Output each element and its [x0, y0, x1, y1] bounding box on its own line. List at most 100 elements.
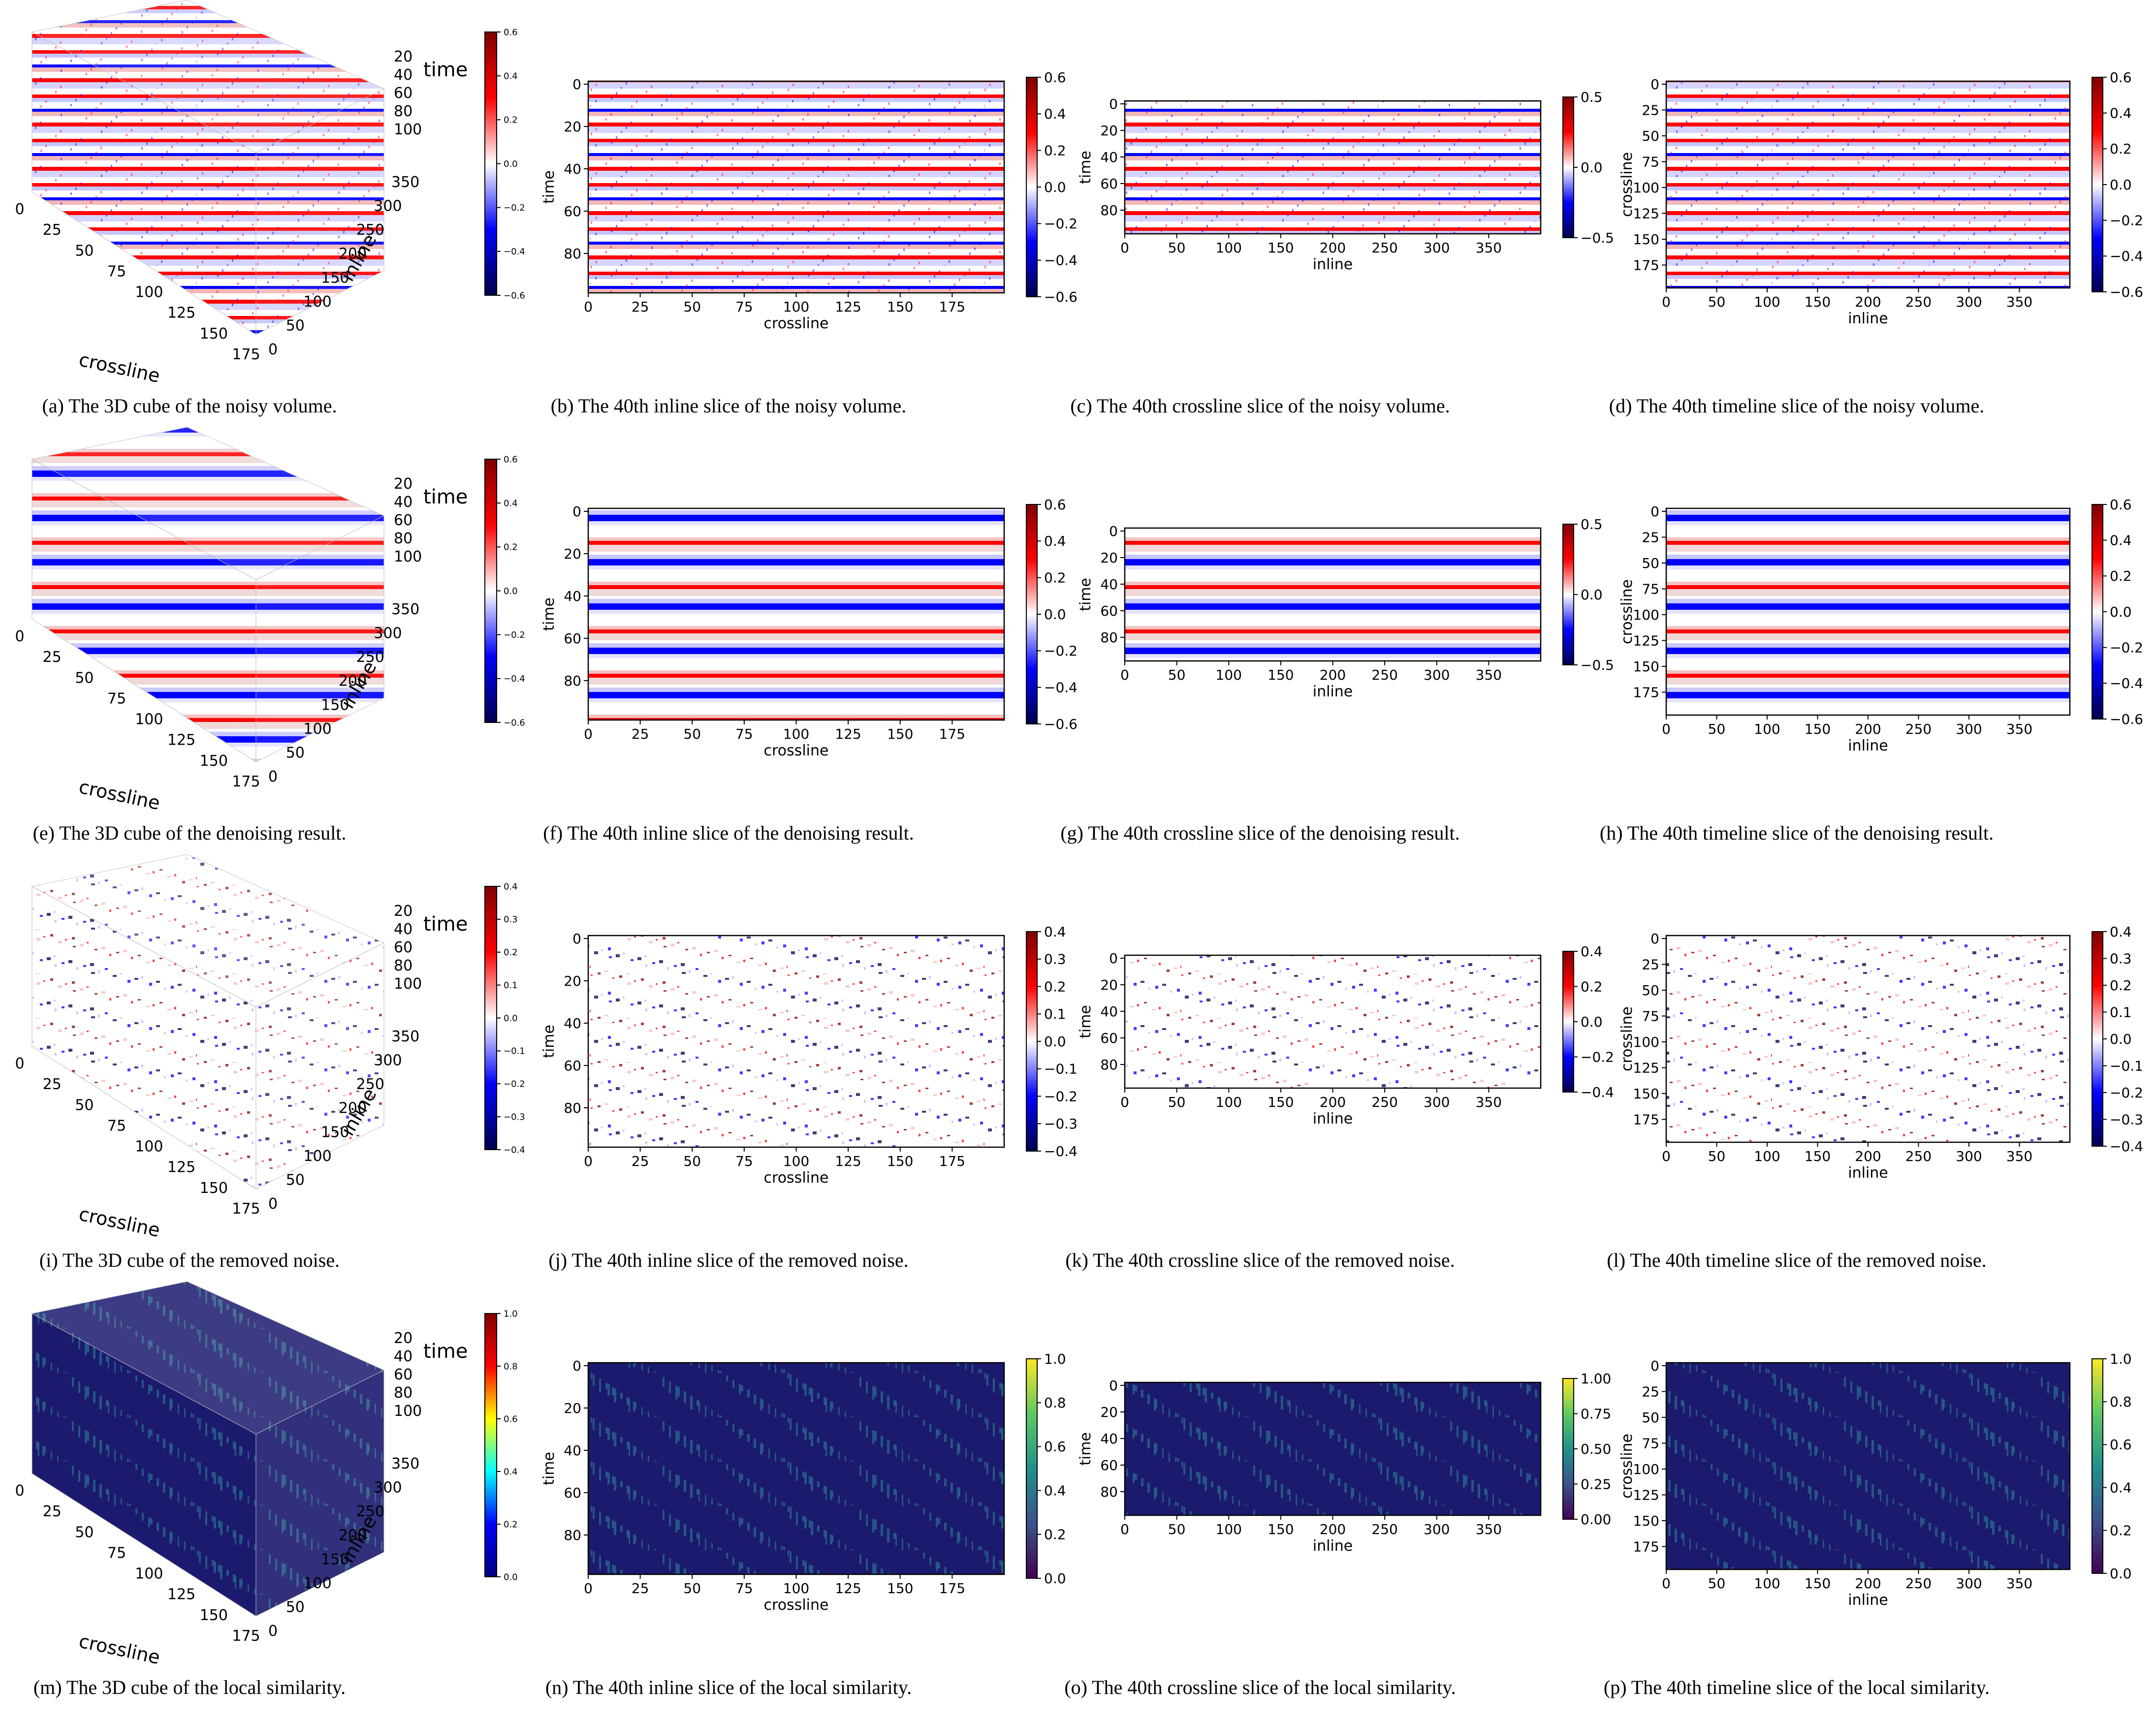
- cube-z-tick-label: 40: [394, 494, 412, 511]
- y-tick-label: 150: [1633, 1513, 1659, 1529]
- cube-z-tick-label: 100: [394, 1403, 422, 1420]
- x-tick-label: 350: [1476, 1521, 1502, 1537]
- y-tick-label: 20: [564, 546, 581, 562]
- subfigure-caption: (g) The 40th crossline slice of the deno…: [1060, 822, 1459, 844]
- colorbar-tick-label: −0.5: [1581, 657, 1614, 673]
- x-tick-label: 200: [1855, 1148, 1881, 1164]
- cube-z-tick-label: 40: [394, 66, 412, 84]
- colorbar-tick-label: 0.0: [1581, 159, 1603, 176]
- y-axis-label: time: [1077, 578, 1094, 611]
- colorbar-tick-label: −0.2: [2110, 1085, 2143, 1101]
- x-tick-label: 350: [2006, 1575, 2032, 1592]
- cube-x-tick-label: 100: [135, 284, 163, 301]
- y-tick-label: 40: [564, 1442, 581, 1459]
- x-tick-label: 75: [735, 299, 753, 315]
- x-tick-label: 0: [1120, 1094, 1129, 1110]
- y-tick-label: 100: [1633, 607, 1659, 623]
- x-tick-label: 25: [632, 1580, 649, 1596]
- y-tick-label: 0: [1109, 523, 1118, 539]
- cube-y-tick-label: 300: [374, 1052, 402, 1069]
- colorbar-tick-label: −0.4: [2110, 248, 2143, 264]
- cube-x-tick-label: 50: [75, 669, 94, 687]
- colorbar-tick-label: 0.0: [1581, 1014, 1603, 1030]
- cube-y-tick-label: 0: [268, 1623, 278, 1640]
- inline-slice-panel: 0 25 50 75 100 125 150 175 0 20 40 60 80 crossline tim…: [540, 497, 1078, 759]
- colorbar-tick-label: 0.0: [1044, 1570, 1066, 1587]
- x-tick-label: 150: [1268, 667, 1294, 683]
- x-tick-label: 0: [584, 299, 593, 315]
- colorbar-tick-label: 0.1: [1044, 1006, 1066, 1022]
- cube-x-tick-label: 0: [15, 628, 24, 645]
- y-tick-label: 25: [1642, 1384, 1659, 1400]
- colorbar-tick-label: 0.4: [1044, 924, 1066, 940]
- x-tick-label: 300: [1424, 240, 1450, 256]
- x-tick-label: 50: [1708, 1575, 1726, 1592]
- colorbar-tick-label: 0.0: [504, 586, 518, 596]
- colorbar-tick-label: 0.0: [2110, 1565, 2132, 1582]
- colorbar-tick-label: 0.2: [504, 947, 518, 958]
- x-axis-label: crossline: [764, 1169, 829, 1187]
- colorbar-tick-label: 0.3: [1044, 951, 1066, 968]
- x-tick-label: 150: [1805, 721, 1831, 737]
- cube-side-face: [255, 1370, 384, 1617]
- cube-y-tick-label: 250: [356, 649, 384, 666]
- cube-side-face: [255, 942, 384, 1189]
- cube-y-tick-label: 350: [391, 1455, 419, 1472]
- y-tick-label: 60: [1100, 1457, 1118, 1473]
- colorbar-tick-label: 0.0: [504, 159, 518, 169]
- cube-z-tick-label: 20: [394, 903, 412, 920]
- colorbar-tick-label: −0.6: [504, 718, 525, 728]
- colorbar: [2092, 504, 2103, 720]
- x-tick-label: 150: [1805, 1148, 1831, 1164]
- x-tick-label: 350: [1476, 240, 1502, 256]
- colorbar-tick-label: 0.0: [504, 1013, 518, 1024]
- crossline-slice-image: [1125, 528, 1541, 661]
- x-tick-label: 300: [1424, 667, 1450, 683]
- cube-x-tick-label: 0: [15, 1482, 24, 1500]
- timeline-slice-panel: 0 50 100 150 200 250 300 350 0 25 50 75 100 125 150 175…: [1618, 924, 2143, 1182]
- cube-x-axis-label: crossline: [77, 1203, 162, 1241]
- colorbar-tick-label: 0.8: [1044, 1395, 1066, 1411]
- colorbar-tick-label: 0.3: [2110, 950, 2132, 967]
- x-axis-label: crossline: [764, 315, 829, 332]
- y-axis-label: crossline: [1618, 579, 1636, 644]
- cube-y-tick-label: 50: [286, 317, 305, 334]
- y-tick-label: 125: [1633, 633, 1659, 649]
- timeline-slice-panel: 0 50 100 150 200 250 300 350 0 25 50 75 100 125 150 175…: [1618, 497, 2143, 754]
- colorbar-tick-label: 1.00: [1581, 1371, 1611, 1387]
- x-tick-label: 50: [1708, 1148, 1726, 1164]
- cube-z-tick-label: 60: [394, 512, 412, 529]
- colorbar-tick-label: 0.2: [1044, 142, 1066, 158]
- y-tick-label: 40: [1100, 149, 1118, 165]
- y-tick-label: 80: [1100, 1484, 1118, 1500]
- y-tick-label: 175: [1633, 1539, 1659, 1555]
- colorbar-tick-label: 0.25: [1581, 1476, 1611, 1492]
- colorbar: [1026, 931, 1038, 1152]
- cube-y-tick-label: 300: [374, 625, 402, 642]
- colorbar-tick-label: 0.0: [1044, 179, 1066, 195]
- y-tick-label: 100: [1633, 180, 1659, 196]
- colorbar: [1562, 1378, 1574, 1520]
- y-tick-label: 100: [1633, 1034, 1659, 1050]
- y-tick-label: 75: [1642, 1436, 1659, 1452]
- x-tick-label: 150: [887, 726, 913, 742]
- y-tick-label: 60: [564, 630, 581, 647]
- cube-y-tick-label: 300: [374, 1479, 402, 1497]
- y-axis-label: time: [540, 1025, 558, 1058]
- colorbar-tick-label: 0.2: [1044, 1527, 1066, 1543]
- colorbar-tick-label: 0.2: [2110, 141, 2132, 157]
- x-tick-label: 100: [1754, 294, 1780, 310]
- cube-y-tick-label: 50: [286, 744, 305, 761]
- colorbar-tick-label: 0.6: [1044, 1439, 1066, 1455]
- cube-z-tick-label: 60: [394, 85, 412, 102]
- colorbar-tick-label: 0.50: [1581, 1441, 1611, 1457]
- colorbar-tick-label: −0.4: [1044, 252, 1078, 268]
- colorbar: [2092, 931, 2103, 1147]
- colorbar-tick-label: 0.2: [1044, 978, 1066, 995]
- colorbar-tick-label: −0.4: [2110, 1138, 2143, 1155]
- colorbar-tick-label: −0.3: [1044, 1116, 1078, 1132]
- x-tick-label: 175: [939, 1153, 965, 1169]
- y-tick-label: 60: [564, 1058, 581, 1074]
- cube-x-tick-label: 100: [135, 1138, 163, 1156]
